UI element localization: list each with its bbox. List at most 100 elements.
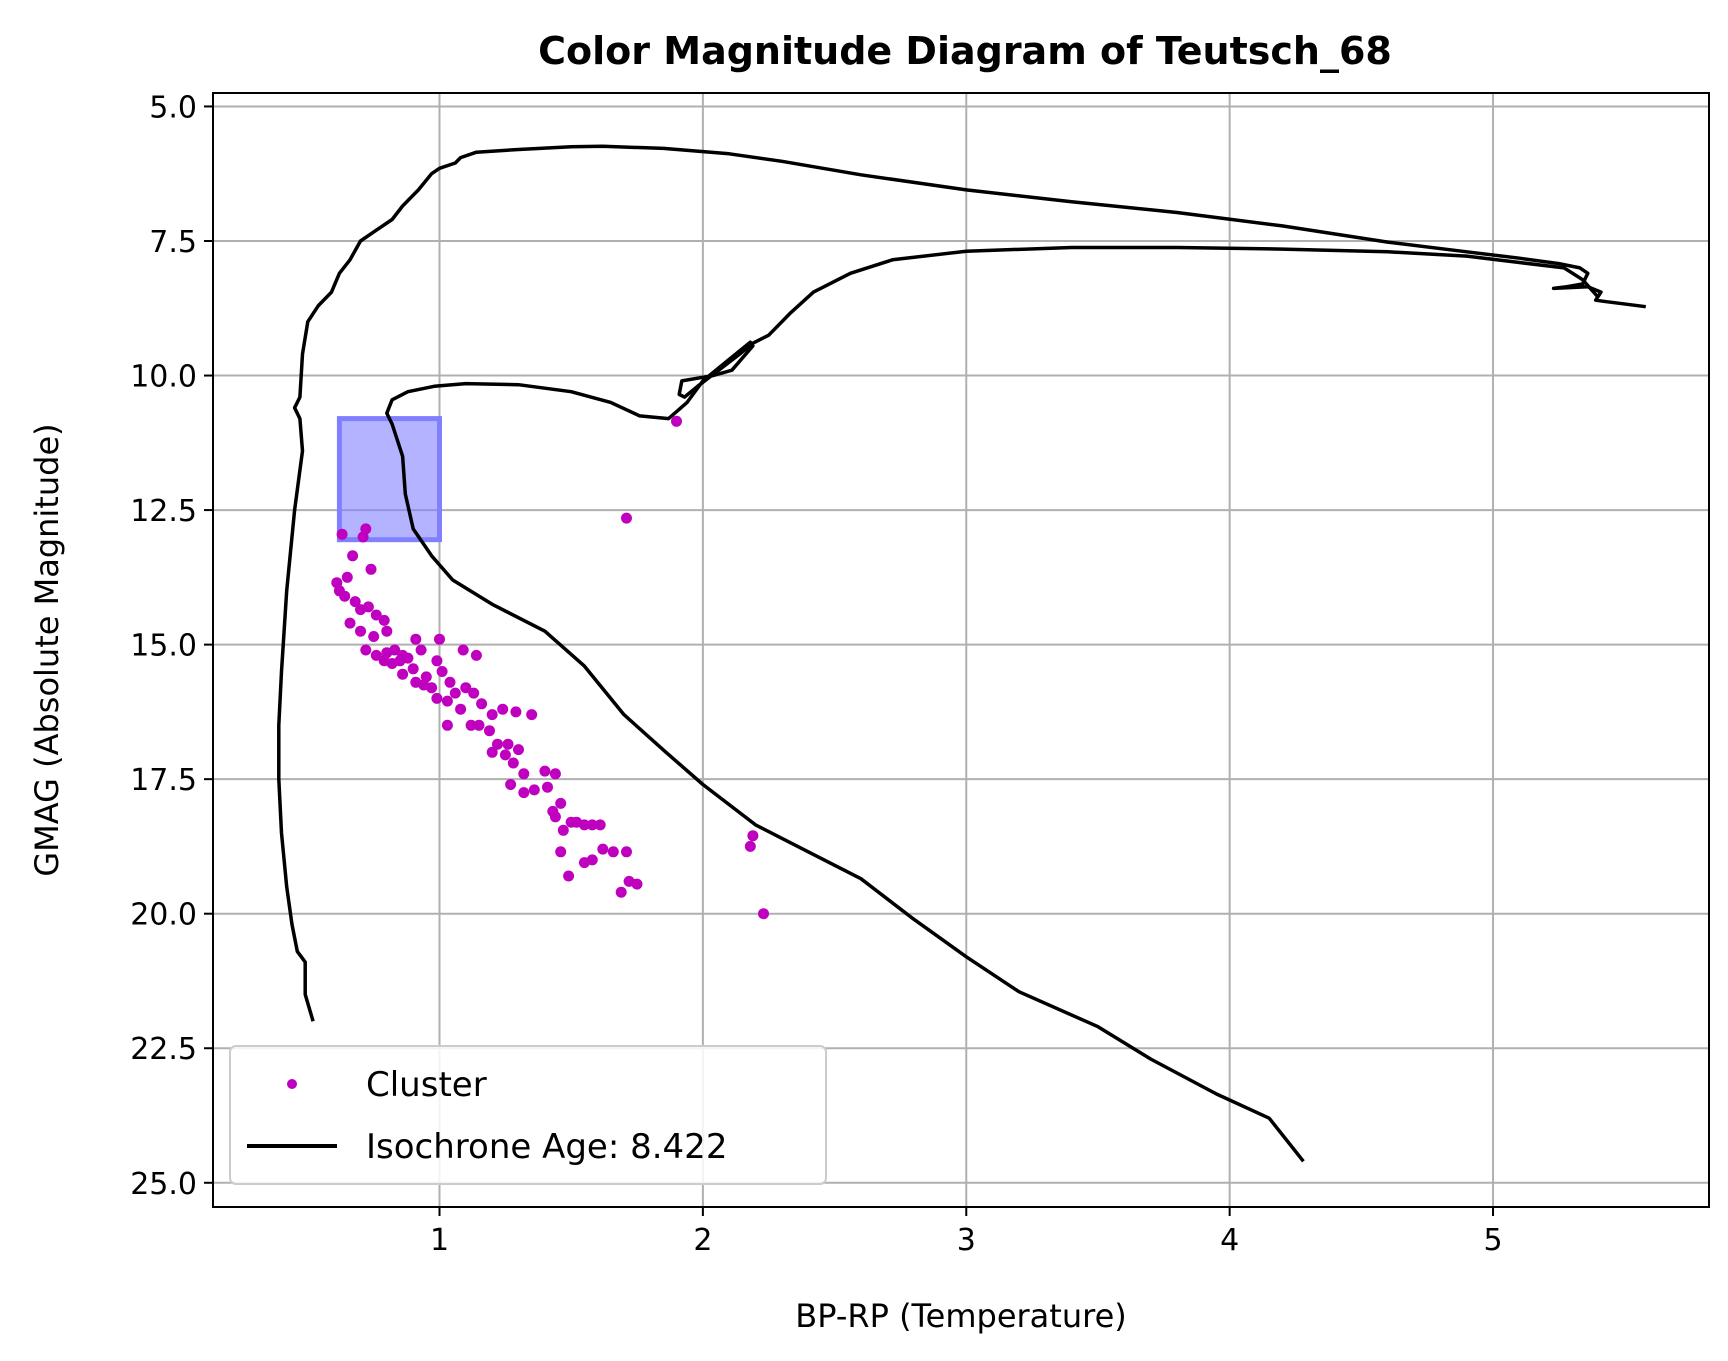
y-axis-ticks: 5.0 7.5 10.0 12.5 15.0 17.5 20.0 22.5 25.0 xyxy=(130,90,213,1202)
cluster-point xyxy=(518,768,530,780)
cluster-point xyxy=(497,703,509,715)
cluster-point xyxy=(484,725,495,737)
cluster-point xyxy=(492,738,503,750)
cluster-point xyxy=(441,695,453,707)
y-tick-label: 20.0 xyxy=(130,898,197,933)
cluster-point xyxy=(339,590,351,602)
cluster-point xyxy=(336,528,348,540)
legend-label-isochrone: Isochrone Age: 8.422 xyxy=(366,1127,727,1167)
cluster-point xyxy=(362,601,374,613)
x-axis-label: BP-RP (Temperature) xyxy=(795,1297,1126,1335)
highlight-box xyxy=(336,416,443,543)
cluster-point xyxy=(549,811,561,823)
cluster-point xyxy=(381,625,393,637)
cluster-point xyxy=(389,644,401,656)
cluster-point xyxy=(578,819,590,831)
cluster-point xyxy=(431,692,443,704)
x-tick-label: 5 xyxy=(1483,1223,1502,1258)
y-tick-label: 5.0 xyxy=(149,90,197,125)
cluster-point xyxy=(368,631,380,642)
cluster-point xyxy=(434,633,445,645)
cluster-point xyxy=(486,709,498,721)
cluster-point xyxy=(526,709,538,721)
cluster-point xyxy=(355,625,366,637)
cluster-point xyxy=(549,768,561,780)
cluster-point xyxy=(476,698,488,710)
legend-box xyxy=(229,1045,827,1185)
cluster-point xyxy=(436,666,448,677)
cluster-point xyxy=(410,633,422,645)
cluster-point xyxy=(360,644,372,656)
cluster-point xyxy=(557,824,569,836)
cluster-point xyxy=(465,719,477,731)
x-tick-label: 2 xyxy=(693,1223,712,1258)
cluster-point xyxy=(671,415,682,427)
y-tick-label: 17.5 xyxy=(130,763,197,798)
cluster-point xyxy=(347,550,359,562)
cluster-point xyxy=(621,846,632,858)
cluster-point xyxy=(349,596,361,608)
cluster-point xyxy=(470,649,482,661)
cluster-point xyxy=(594,819,606,831)
cluster-point xyxy=(502,738,514,750)
cluster-point xyxy=(341,571,353,583)
cluster-point xyxy=(397,668,409,680)
cluster-point xyxy=(507,757,519,769)
cluster-point xyxy=(431,655,443,667)
cluster-point xyxy=(563,870,575,882)
cluster-point xyxy=(473,719,485,731)
cluster-point xyxy=(486,746,498,758)
cluster-point xyxy=(344,617,356,629)
plot-frame xyxy=(212,92,1710,1208)
x-tick-label: 1 xyxy=(430,1223,449,1258)
cluster-point xyxy=(444,676,456,688)
cluster-point xyxy=(744,840,756,852)
y-tick-label: 25.0 xyxy=(130,1167,197,1202)
cluster-point xyxy=(357,531,369,543)
cluster-point xyxy=(370,609,382,621)
cluster-point xyxy=(505,779,517,790)
cluster-point xyxy=(578,857,590,869)
isochrone-line-1 xyxy=(277,144,1647,1022)
cluster-point xyxy=(597,843,609,855)
x-axis-ticks: 1 2 3 4 5 xyxy=(430,1207,1503,1258)
y-tick-label: 10.0 xyxy=(130,360,197,395)
legend-marker-cluster xyxy=(287,1079,297,1089)
y-tick-label: 12.5 xyxy=(130,494,197,529)
cluster-point xyxy=(539,765,551,777)
cluster-point xyxy=(631,878,643,890)
y-axis-label: GMAG (Absolute Magnitude) xyxy=(28,423,66,876)
cluster-point xyxy=(615,886,627,898)
legend-label-cluster: Cluster xyxy=(366,1065,487,1105)
cluster-point xyxy=(426,682,438,694)
cluster-point xyxy=(407,663,419,675)
cluster-point xyxy=(468,687,480,699)
cluster-point xyxy=(455,703,467,715)
cluster-point xyxy=(460,682,472,694)
cluster-points xyxy=(331,415,769,920)
cluster-point xyxy=(378,614,390,626)
cluster-point xyxy=(586,819,598,831)
legend: Cluster Isochrone Age: 8.422 xyxy=(229,1045,827,1185)
cluster-point xyxy=(449,687,461,699)
chart-title: Color Magnitude Diagram of Teutsch_68 xyxy=(538,29,1392,73)
cluster-point xyxy=(415,644,427,656)
cluster-point xyxy=(499,749,511,761)
cluster-point xyxy=(607,846,619,858)
cluster-point xyxy=(402,652,414,664)
cluster-point xyxy=(747,830,759,842)
highlight-box-layer xyxy=(336,416,443,543)
cluster-point xyxy=(528,784,540,796)
y-tick-label: 15.0 xyxy=(130,629,197,664)
isochrone-lines xyxy=(277,144,1647,1163)
cluster-point xyxy=(370,649,382,661)
cluster-point xyxy=(513,744,524,756)
isochrone-line-2 xyxy=(385,245,1600,1163)
y-tick-label: 7.5 xyxy=(149,225,197,260)
grid-lines xyxy=(213,93,1709,1207)
cluster-point xyxy=(621,512,632,524)
cluster-point xyxy=(555,797,567,809)
cluster-point xyxy=(441,719,453,731)
cluster-point xyxy=(758,908,769,920)
